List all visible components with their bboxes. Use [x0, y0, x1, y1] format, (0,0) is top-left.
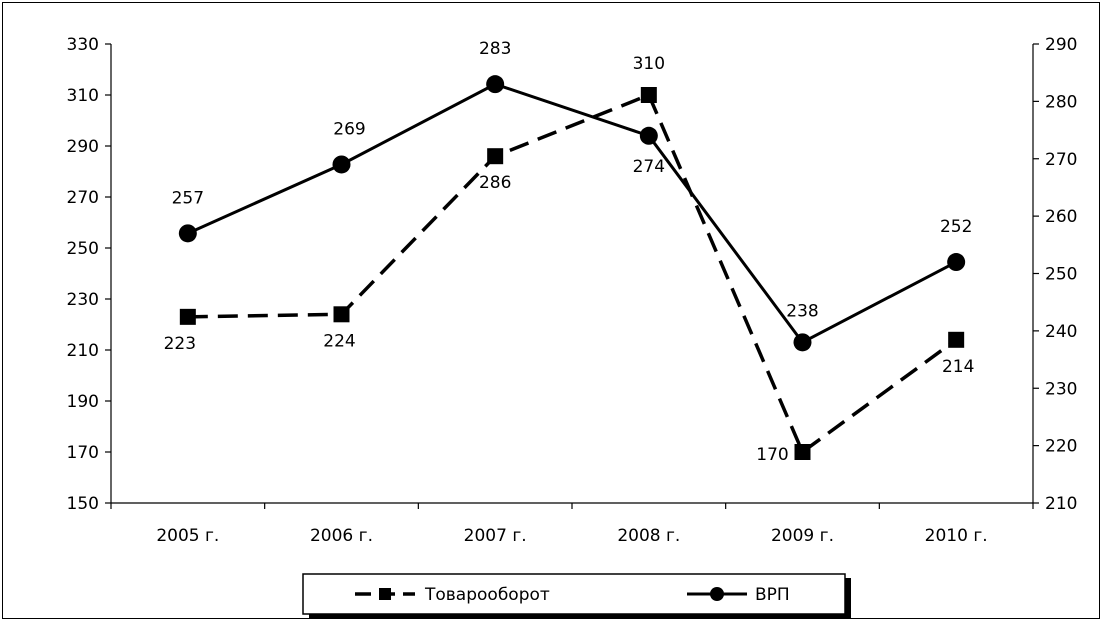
x-tick-label: 2006 г.: [310, 526, 373, 546]
x-tick-label: 2007 г.: [464, 526, 527, 546]
data-label-vrp: 269: [333, 119, 365, 139]
y-left-tick-label: 290: [67, 137, 99, 157]
x-tick-label: 2009 г.: [771, 526, 834, 546]
y-left-tick-label: 190: [67, 392, 99, 412]
data-label-tovarooborot: 214: [942, 357, 974, 377]
y-left-tick-label: 250: [67, 239, 99, 259]
data-point-tovarooborot: [794, 444, 811, 460]
data-point-vrp: [178, 224, 197, 243]
series-line-tovarooborot: [187, 92, 958, 455]
data-point-vrp: [793, 333, 812, 352]
data-point-tovarooborot: [487, 148, 504, 165]
y-right-tick-label: 240: [1045, 322, 1077, 342]
data-point-vrp: [332, 155, 351, 174]
data-point-vrp: [639, 126, 658, 145]
legend-marker-circle: [710, 587, 724, 601]
y-right-tick-label: 260: [1045, 207, 1077, 227]
tick-labels: 150 170 190 210 230 250 270 290 310 330 210 220 230 2…: [67, 35, 1078, 546]
data-point-tovarooborot: [333, 306, 350, 323]
x-tick-label: 2010 г.: [925, 526, 988, 546]
y-right-tick-label: 290: [1045, 35, 1077, 55]
y-left-tick-label: 270: [67, 188, 99, 208]
y-left-tick-label: 230: [67, 290, 99, 310]
data-label-vrp: 283: [479, 39, 511, 59]
data-label-tovarooborot: 310: [633, 54, 665, 74]
data-point-tovarooborot: [179, 308, 196, 325]
y-right-tick-label: 210: [1045, 494, 1077, 514]
x-tick-label: 2008 г.: [617, 526, 680, 546]
legend-label-tovarooborot: Товарооборот: [424, 585, 550, 605]
y-left-tick-label: 330: [67, 35, 99, 55]
series: 223 224 286 310 170 214 257 269 283 274 238 252: [164, 39, 975, 465]
data-point-vrp: [486, 75, 505, 94]
y-left-tick-label: 210: [67, 341, 99, 361]
data-label-vrp: 238: [786, 301, 818, 321]
data-label-tovarooborot: 286: [479, 173, 511, 193]
x-tick-label: 2005 г.: [156, 526, 219, 546]
series-line-vrp: [187, 82, 957, 345]
data-point-vrp: [947, 253, 966, 272]
legend-label-vrp: ВРП: [755, 585, 790, 605]
y-right-tick-label: 280: [1045, 92, 1077, 112]
data-label-tovarooborot: 170: [756, 445, 788, 465]
data-label-vrp: 274: [633, 157, 665, 177]
y-right-tick-label: 270: [1045, 150, 1077, 170]
axes: [105, 43, 1039, 509]
y-right-tick-label: 250: [1045, 265, 1077, 285]
y-left-tick-label: 170: [67, 443, 99, 463]
chart: 150 170 190 210 230 250 270 290 310 330 210 220 230 2…: [67, 35, 1078, 618]
y-right-tick-label: 230: [1045, 379, 1077, 399]
data-label-vrp: 252: [940, 217, 972, 237]
data-label-tovarooborot: 223: [164, 334, 196, 354]
data-label-tovarooborot: 224: [323, 331, 355, 351]
legend: Товарооборот ВРП: [302, 573, 851, 618]
data-label-vrp: 257: [172, 188, 204, 208]
data-point-tovarooborot: [948, 331, 965, 348]
y-right-tick-label: 220: [1045, 437, 1077, 457]
legend-marker-square: [379, 588, 391, 600]
y-left-tick-label: 150: [67, 494, 99, 514]
data-point-tovarooborot: [640, 87, 657, 103]
y-left-tick-label: 310: [67, 86, 99, 106]
